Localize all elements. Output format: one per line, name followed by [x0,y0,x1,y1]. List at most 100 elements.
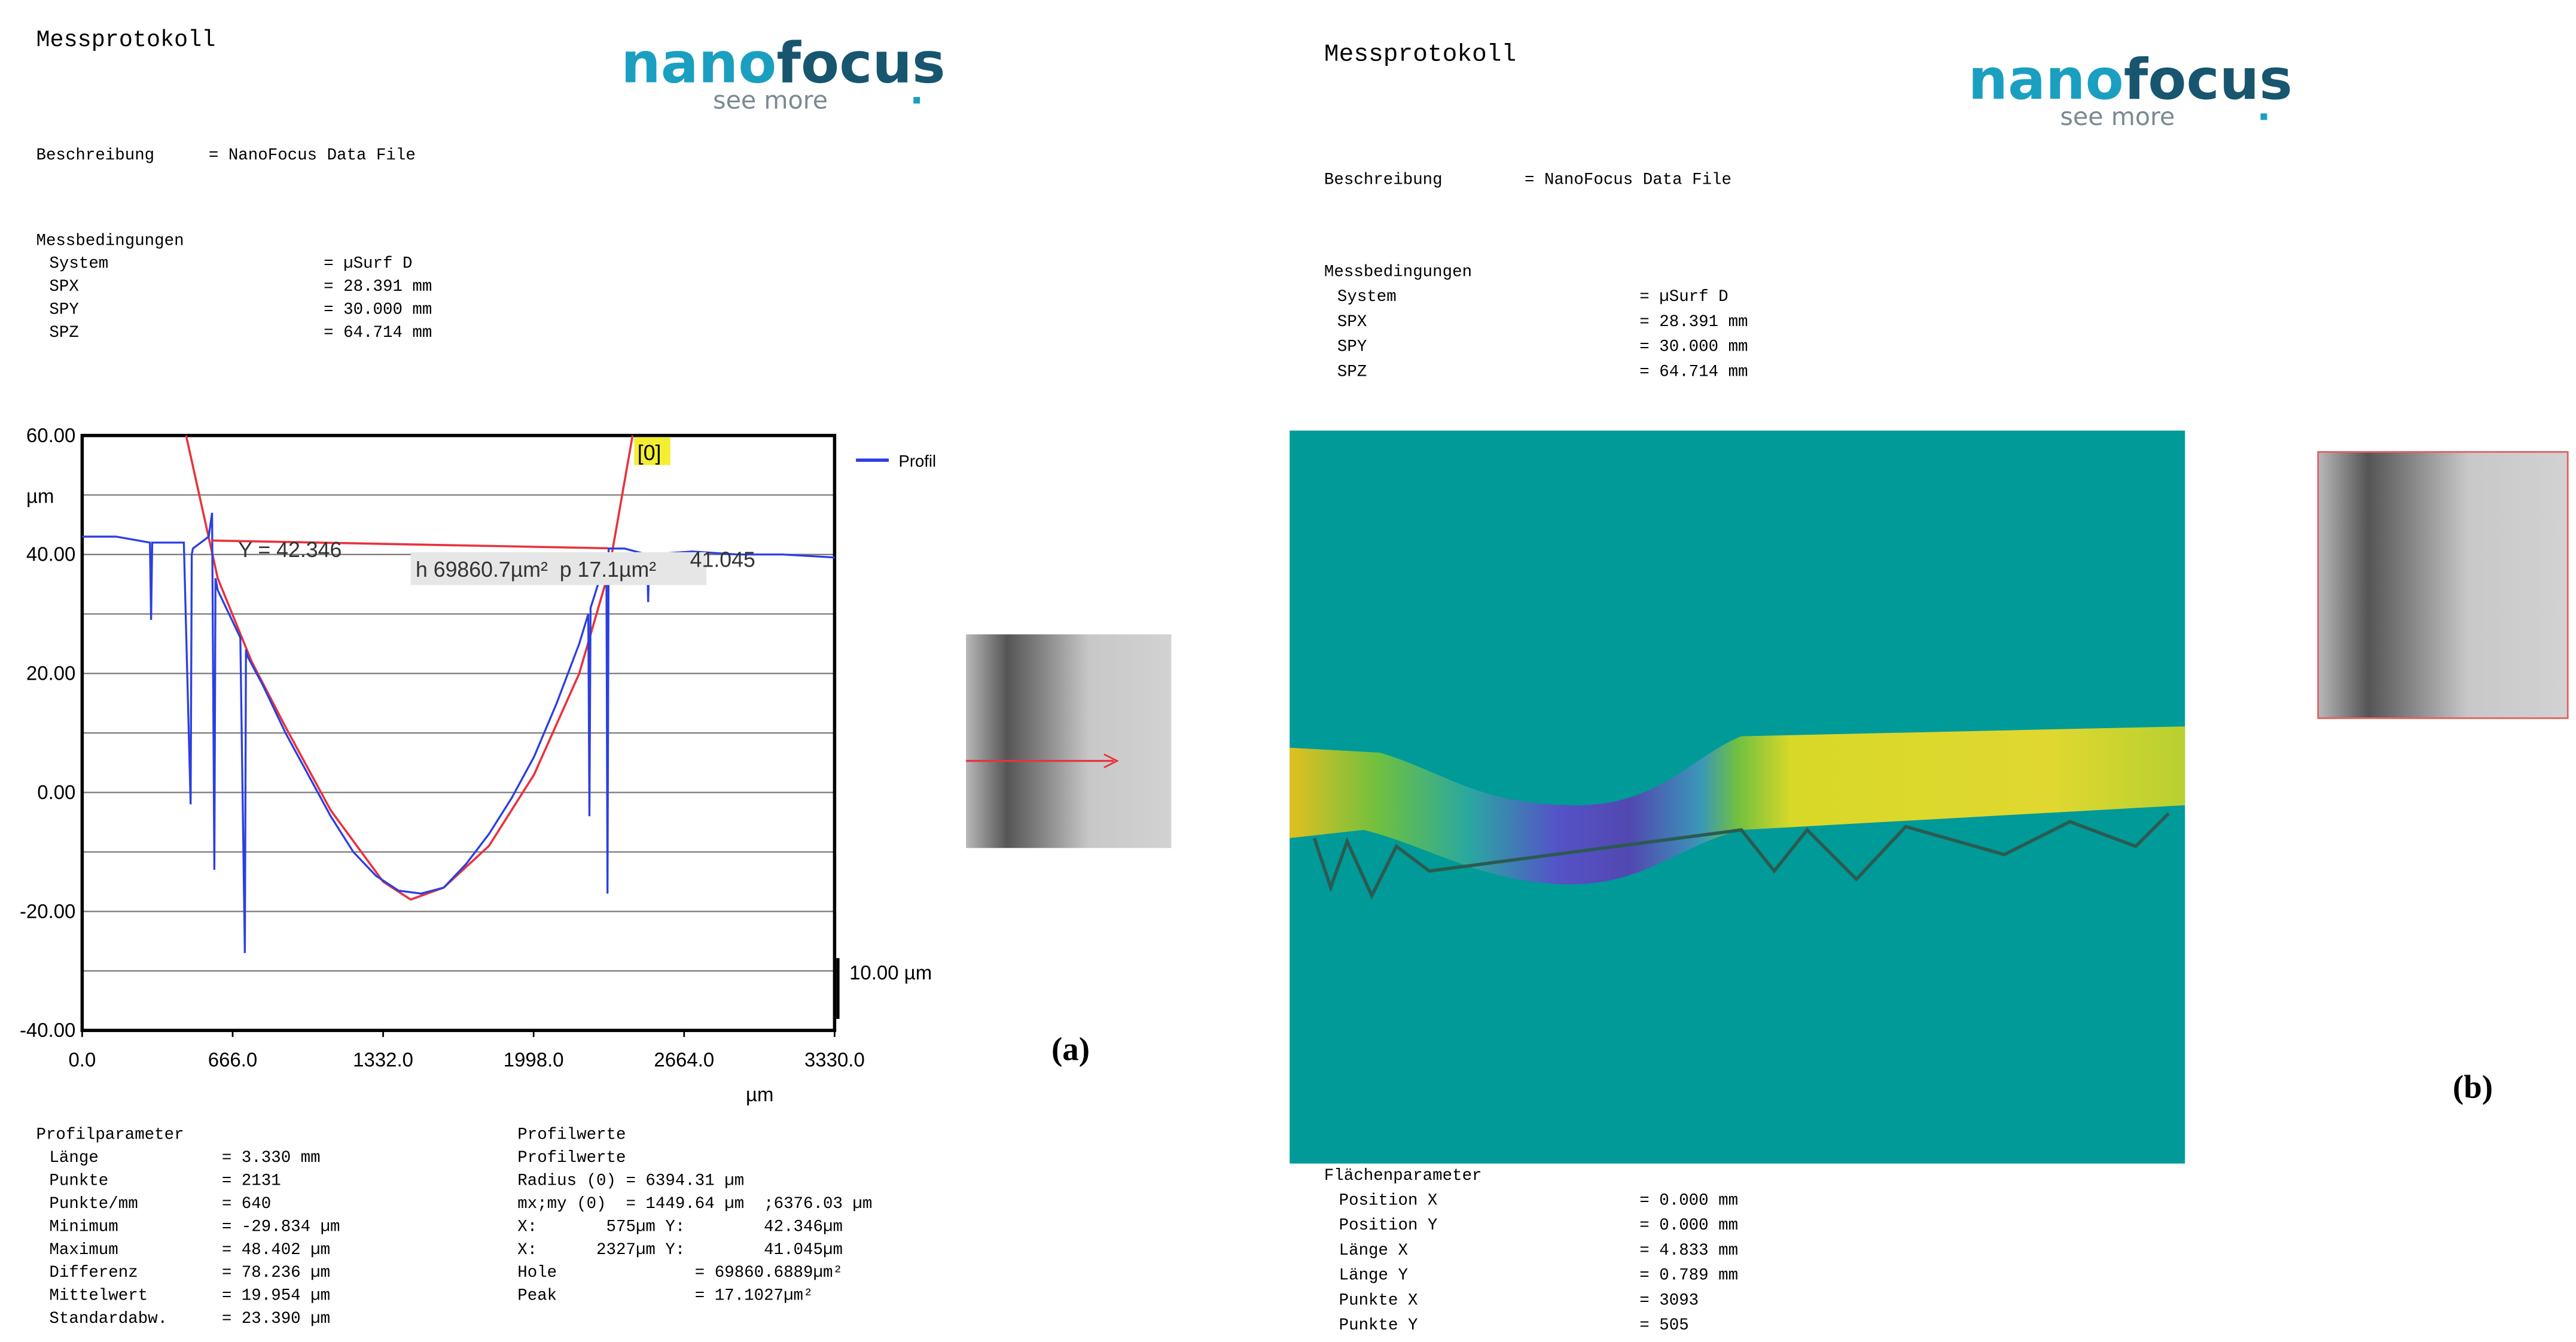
surface-render [1289,726,2185,885]
logo-tagline: see more [2060,102,2175,131]
scale-bar-label: 10.00 µm [849,961,932,984]
parameter-value: = 30.000 mm [324,301,432,319]
x-tick-label: 666.0 [208,1049,257,1071]
parameter-value: = 78.236 µm [222,1264,330,1282]
y-tick-label: 40.00 [26,543,75,565]
logo-part: focus [2124,47,2293,112]
plot-frame [80,434,837,1032]
parameter-label: Punkte Y [1339,1316,1418,1335]
profile-value: Peak = 17.1027µm² [517,1287,813,1306]
x-tick-label: 0.0 [68,1049,96,1071]
parameter-label: Maximum [49,1241,118,1259]
parameter-label: Punkte [49,1171,108,1190]
parameter-value: = 64.714 mm [1639,363,1748,381]
annotation: h 69860.7µm² p 17.1µm² [416,558,656,582]
parameter-label: Länge [49,1149,98,1167]
parameter-value: = 28.391 mm [324,278,432,296]
chart: -40.00 -20.00 0.00 20.00 40.00 60.00 0.0 666.0 1… [20,424,936,1105]
y-tick-label: 60.00 [26,424,75,446]
profile-value: mx;my (0) = 1449.64 µm ;6376.03 µm [517,1195,872,1213]
thumbnail [966,634,1172,848]
parameter-value: = µSurf D [324,255,412,273]
parameter-label: System [1337,288,1397,306]
logo-part: nano [621,31,776,96]
parameter-value: = 0.000 mm [1639,1216,1738,1235]
x-tick-label: 3330.0 [804,1049,865,1071]
parameter-value: = 23.390 µm [222,1310,330,1328]
x-tick-label: 1332.0 [353,1049,413,1071]
parameter-value: = µSurf D [1639,288,1728,306]
parameter-label: SPZ [49,324,78,342]
parameter-label: Punkte/mm [49,1195,138,1213]
logo-dot [2260,113,2267,120]
parameter-label: Position X [1339,1191,1438,1210]
annotation: Y = 42.346 [238,538,342,562]
logo-part: focus [776,31,945,96]
annotation: [0] [638,441,661,465]
description-label: Beschreibung [36,146,154,165]
logo-dot [913,97,920,104]
parameter-value: = 30.000 mm [1639,338,1748,357]
section-heading: Flächenparameter [1324,1167,1482,1185]
parameter-value: = 3093 [1639,1291,1699,1310]
parameter-value: = 3.330 mm [222,1149,321,1167]
description-value: = NanoFocus Data File [209,146,416,165]
y-tick-label: -40.00 [20,1019,75,1041]
parameter-value: = 0.789 mm [1639,1267,1738,1285]
annotation: 41.045 [690,548,755,572]
logo: nanofocus [621,31,945,96]
section-heading: Profilparameter [36,1126,184,1145]
fit-curve [185,435,634,901]
profile-value: Hole = 69860.6889µm² [517,1264,843,1282]
section-heading: Messbedingungen [36,232,184,250]
level-line [212,539,608,550]
legend-label: Profil [899,452,937,470]
parameter-label: Mittelwert [49,1287,148,1306]
parameter-label: Länge Y [1339,1267,1408,1285]
logo-part: nano [1968,47,2124,112]
parameter-value: = 0.000 mm [1639,1191,1738,1210]
x-tick-label: 2664.0 [654,1049,714,1071]
report-title: Messprotokoll [36,27,215,53]
x-axis-label: µm [746,1083,773,1105]
profile-value: X: 575µm Y: 42.346µm [517,1218,843,1236]
y-axis-label: µm [26,485,54,507]
parameter-label: Länge X [1339,1241,1408,1260]
parameter-label: Differenz [49,1264,138,1282]
parameter-label: Minimum [49,1218,118,1236]
parameter-label: SPY [49,301,78,319]
profile-value: X: 2327µm Y: 41.045µm [517,1241,843,1259]
parameter-label: SPX [1337,313,1367,331]
y-tick-label: -20.00 [20,900,75,922]
y-tick-label: 0.00 [37,781,75,803]
profile-value: Profilwerte [517,1149,626,1167]
section-arrow-head [1103,753,1119,768]
panel-label: (b) [2453,1069,2493,1105]
logo-tagline: see more [713,86,828,114]
thumbnail [2317,451,2569,719]
data-line [82,512,835,953]
parameter-value: = -29.834 µm [222,1218,340,1236]
parameter-value: = 2131 [222,1171,281,1190]
annotation-box [410,552,707,585]
description-value: = NanoFocus Data File [1525,171,1731,190]
parameter-value: = 19.954 µm [222,1287,330,1306]
parameter-label: SPY [1337,338,1367,357]
parameter-label: SPZ [1337,363,1367,381]
parameter-value: = 28.391 mm [1639,313,1748,331]
parameter-value: = 640 [222,1195,271,1213]
parameter-label: SPX [49,278,78,296]
surface-shadow [1312,812,2170,900]
parameter-value: = 64.714 mm [324,324,432,342]
panel-label: (a) [1051,1031,1090,1067]
x-tick-label: 1998.0 [504,1049,564,1071]
section-heading: Messbedingungen [1324,263,1472,281]
parameter-value: = 4.833 mm [1639,1241,1738,1260]
profile-value: Radius (0) = 6394.31 µm [517,1171,744,1190]
y-tick-label: 20.00 [26,662,75,684]
logo: nanofocus [1968,47,2293,112]
annotation-box [634,437,670,465]
parameter-label: Standardabw. [49,1310,167,1328]
parameter-value: = 48.402 µm [222,1241,330,1259]
